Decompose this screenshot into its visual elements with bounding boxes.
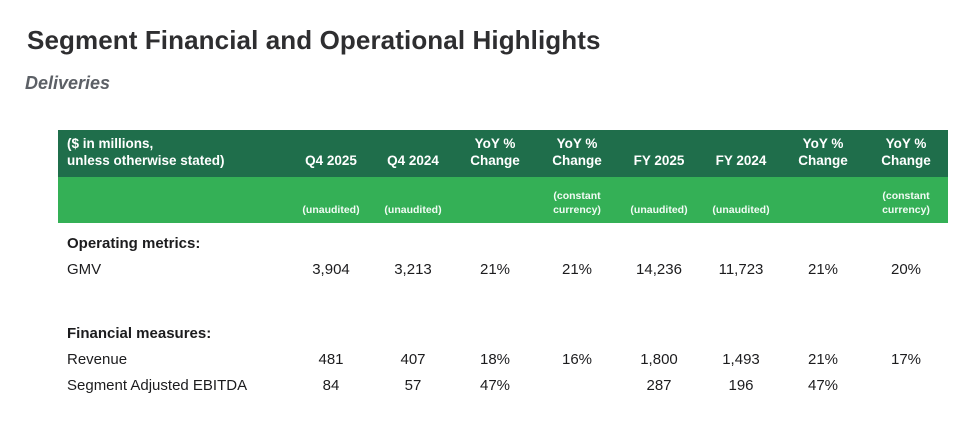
col-header-label: FY 2025 xyxy=(633,153,685,169)
col-header-label: Change xyxy=(798,153,848,169)
table-subheader-row: (unaudited) (unaudited) (constant curren… xyxy=(58,177,948,223)
table-row-segment-adjusted-ebitda: Segment Adjusted EBITDA 84 57 47% 287 19… xyxy=(58,372,948,398)
unit-note-line1: ($ in millions, xyxy=(67,135,154,151)
col-header-q4-2025: Q4 2025 xyxy=(290,130,372,177)
col-header-label: YoY % xyxy=(802,135,844,151)
value-cell: 21% xyxy=(479,260,511,278)
value-cell: 407 xyxy=(400,350,426,368)
col-header-yoy-change-q4-cc: YoY % Change xyxy=(536,130,618,177)
section-heading-operating-metrics: Operating metrics: xyxy=(58,230,948,256)
col-header-label: Q4 2024 xyxy=(387,153,439,169)
value-cell: 21% xyxy=(561,260,593,278)
page-title: Segment Financial and Operational Highli… xyxy=(27,25,601,56)
col-header-fy-2025: FY 2025 xyxy=(618,130,700,177)
value-cell: 21% xyxy=(807,260,839,278)
spacer-row xyxy=(58,282,948,320)
spacer-row xyxy=(58,223,948,230)
value-cell: 481 xyxy=(318,350,344,368)
section-heading-label: Financial measures: xyxy=(67,324,212,342)
col-header-label: YoY % xyxy=(474,135,516,151)
value-cell: 57 xyxy=(404,376,422,394)
col-header-label: Change xyxy=(470,153,520,169)
value-cell: 16% xyxy=(561,350,593,368)
value-cell: 17% xyxy=(890,350,922,368)
col-header-label: YoY % xyxy=(556,135,598,151)
value-cell: 20% xyxy=(890,260,922,278)
value-cell: 18% xyxy=(479,350,511,368)
value-cell xyxy=(536,372,618,398)
unit-note-line2: unless otherwise stated) xyxy=(67,153,225,169)
table-row-revenue: Revenue 481 407 18% 16% 1,800 1,493 21% … xyxy=(58,346,948,372)
value-cell: 47% xyxy=(807,376,839,394)
subheader-empty xyxy=(454,177,536,223)
value-cell: 1,800 xyxy=(640,350,678,368)
col-header-label: Change xyxy=(552,153,602,169)
col-header-label: FY 2024 xyxy=(715,153,767,169)
value-cell: 47% xyxy=(479,376,511,394)
table-row-gmv: GMV 3,904 3,213 21% 21% 14,236 11,723 21… xyxy=(58,256,948,282)
col-header-q4-2024: Q4 2024 xyxy=(372,130,454,177)
row-label: GMV xyxy=(67,260,102,278)
value-cell: 196 xyxy=(728,376,754,394)
value-cell: 11,723 xyxy=(718,260,764,278)
col-header-label: YoY % xyxy=(885,135,927,151)
col-header-label: Q4 2025 xyxy=(305,153,357,169)
value-cell: 1,493 xyxy=(722,350,760,368)
section-heading-label: Operating metrics: xyxy=(67,234,201,252)
subheader-unaudited: (unaudited) xyxy=(630,203,688,216)
value-cell xyxy=(864,372,948,398)
subheader-empty xyxy=(782,177,864,223)
value-cell: 84 xyxy=(322,376,340,394)
section-heading-financial-measures: Financial measures: xyxy=(58,320,948,346)
value-cell: 3,213 xyxy=(394,260,432,278)
value-cell: 3,904 xyxy=(312,260,350,278)
row-label: Revenue xyxy=(67,350,128,368)
value-cell: 287 xyxy=(646,376,672,394)
col-header-label: Change xyxy=(881,153,931,169)
subheader-constant-currency: (constant currency) xyxy=(553,189,601,216)
page-subtitle: Deliveries xyxy=(25,72,111,93)
col-header-fy-2024: FY 2024 xyxy=(700,130,782,177)
subheader-unaudited: (unaudited) xyxy=(712,203,770,216)
col-header-yoy-change-fy-cc: YoY % Change xyxy=(864,130,948,177)
col-header-yoy-change-fy: YoY % Change xyxy=(782,130,864,177)
value-cell: 21% xyxy=(807,350,839,368)
unit-note: ($ in millions, unless otherwise stated) xyxy=(58,130,290,177)
table-header-row: ($ in millions, unless otherwise stated)… xyxy=(58,130,948,177)
col-header-yoy-change-q4: YoY % Change xyxy=(454,130,536,177)
row-label: Segment Adjusted EBITDA xyxy=(67,376,248,394)
segment-financials-table: ($ in millions, unless otherwise stated)… xyxy=(58,130,948,398)
subheader-unaudited: (unaudited) xyxy=(302,203,360,216)
subheader-unaudited: (unaudited) xyxy=(384,203,442,216)
value-cell: 14,236 xyxy=(636,260,682,278)
subheader-empty xyxy=(58,177,290,223)
subheader-constant-currency: (constant currency) xyxy=(882,189,930,216)
